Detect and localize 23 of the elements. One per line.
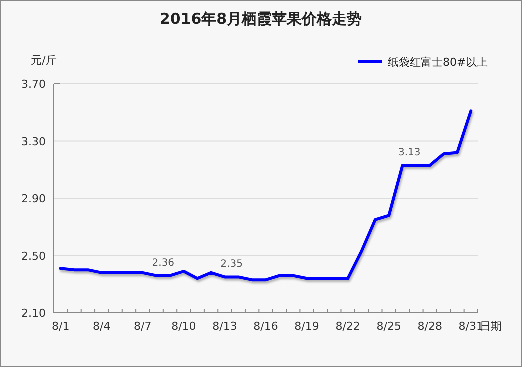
x-tick-label: 8/10 [172,320,196,333]
x-tick-label: 8/19 [294,320,320,333]
legend-label: 纸袋红富士80#以上 [388,56,488,69]
annotation: 2.35 [220,259,243,270]
x-tick-label: 8/7 [134,320,152,333]
x-tick-label: 8/4 [93,320,111,333]
annotation: 2.36 [152,258,175,269]
y-tick-label: 2.50 [22,250,46,263]
y-tick-label: 2.10 [22,307,46,320]
x-tick-label: 8/16 [254,320,278,333]
x-axis-title: 日期 [480,320,502,333]
x-tick-label: 8/1 [52,320,70,333]
x-tick-label: 8/28 [418,320,442,333]
line-series [59,110,473,282]
x-tick-label: 8/25 [376,320,402,333]
x-tick-label: 8/22 [336,320,360,333]
y-axis-title: 元/斤 [31,54,57,67]
y-tick-label: 3.70 [22,78,46,91]
chart-title: 2016年8月栖霞苹果价格走势 [160,10,362,28]
annotation: 3.13 [398,148,421,159]
x-tick-label: 8/13 [212,320,238,333]
y-tick-label: 2.90 [22,192,46,206]
y-tick-label: 3.30 [22,135,46,148]
